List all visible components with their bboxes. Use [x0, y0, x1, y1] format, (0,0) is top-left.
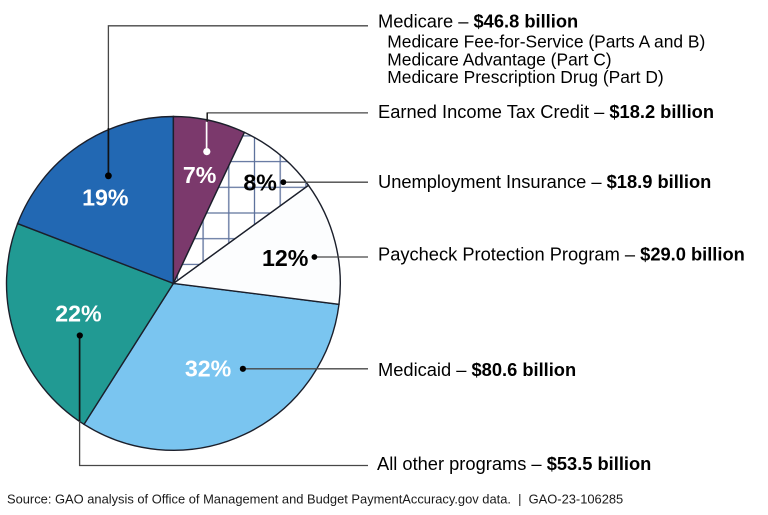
svg-text:Medicare – $46.8 billion: Medicare – $46.8 billion [378, 10, 578, 31]
svg-text:7%: 7% [183, 162, 217, 188]
svg-text:Medicare Advantage (Part C): Medicare Advantage (Part C) [387, 49, 611, 69]
svg-text:Unemployment Insurance – $18.9: Unemployment Insurance – $18.9 billion [378, 171, 711, 192]
svg-text:Medicaid – $80.6 billion: Medicaid – $80.6 billion [378, 359, 576, 380]
svg-text:19%: 19% [82, 184, 128, 210]
svg-text:12%: 12% [262, 245, 308, 271]
svg-text:Paycheck Protection Program –: Paycheck Protection Program – $29.0 bill… [378, 244, 745, 265]
svg-text:Source: GAO analysis of Office: Source: GAO analysis of Office of Manage… [7, 491, 623, 506]
svg-text:22%: 22% [55, 301, 101, 327]
svg-text:Medicare Fee-for-Service (Part: Medicare Fee-for-Service (Parts A and B) [387, 32, 705, 52]
svg-text:Earned Income Tax Credit – $18: Earned Income Tax Credit – $18.2 billion [378, 101, 714, 122]
svg-text:8%: 8% [243, 169, 277, 195]
svg-text:All other programs – $53.5 bil: All other programs – $53.5 billion [377, 453, 651, 474]
svg-text:Medicare Prescription Drug (Pa: Medicare Prescription Drug (Part D) [387, 67, 663, 87]
svg-text:32%: 32% [185, 356, 231, 382]
